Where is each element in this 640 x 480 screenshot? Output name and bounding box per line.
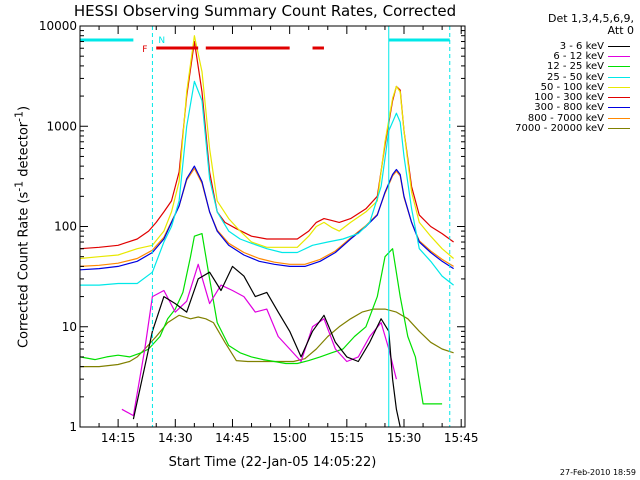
legend-swatch (608, 66, 630, 68)
legend-item: 6 - 12 keV (482, 50, 634, 62)
footer-timestamp: 27-Feb-2010 18:59 (559, 468, 636, 477)
legend-swatch (608, 76, 630, 78)
legend: 3 - 6 keV 6 - 12 keV 12 - 25 keV 25 - 50 ke… (482, 41, 634, 134)
y-tick-label: 1000 (46, 119, 77, 133)
legend-label: 50 - 100 keV (540, 81, 604, 93)
legend-swatch (608, 86, 630, 88)
legend-item: 100 - 300 keV (482, 92, 634, 104)
marker-label-f: F (142, 45, 147, 55)
series-line-6 (79, 165, 454, 271)
series-line-7 (79, 167, 454, 267)
legend-label: 12 - 25 keV (546, 61, 604, 73)
legend-label: 25 - 50 keV (546, 71, 604, 83)
legend-label: 3 - 6 keV (559, 40, 604, 52)
series-line-2 (79, 233, 443, 405)
tick-layer: 14:15 14:30 14:45 15:00 15:15 15:30 15:45 1 10 10… (39, 19, 479, 445)
y-tick-label: 1 (69, 420, 77, 434)
legend-item: 3 - 6 keV (482, 40, 634, 52)
x-tick-label: 14:45 (215, 431, 250, 445)
attenuator-label: Att 0 (607, 24, 634, 37)
legend-swatch (608, 45, 630, 47)
legend-swatch (608, 55, 630, 57)
legend-item: 12 - 25 keV (482, 61, 634, 73)
y-axis-label-main: Corrected Count Rate (s (16, 191, 32, 349)
series-line-0 (132, 265, 401, 428)
legend-label: 7000 - 20000 keV (515, 123, 604, 135)
x-tick-label: 15:30 (387, 431, 422, 445)
legend-swatch (608, 117, 630, 119)
y-axis-label: Corrected Count Rate (s-1 detector-1) (12, 106, 31, 348)
plot-frame (79, 25, 466, 428)
legend-swatch (608, 128, 630, 130)
x-axis-label: Start Time (22-Jan-05 14:05:22) (168, 455, 377, 470)
marker-layer: NF (79, 26, 451, 427)
x-tick-label: 15:15 (330, 431, 365, 445)
series-line-5 (79, 40, 454, 250)
y-tick-label: 10000 (39, 19, 77, 33)
y-axis-label-sup2: -1 (12, 111, 26, 122)
legend-item: 7000 - 20000 keV (482, 123, 634, 135)
x-tick-label: 14:15 (101, 431, 136, 445)
legend-label: 100 - 300 keV (534, 92, 604, 104)
legend-item: 800 - 7000 keV (482, 112, 634, 124)
legend-swatch (608, 97, 630, 99)
legend-label: 300 - 800 keV (534, 102, 604, 114)
series-line-1 (121, 263, 397, 417)
legend-label: 800 - 7000 keV (527, 112, 604, 124)
chart-title: HESSI Observing Summary Count Rates, Cor… (73, 2, 457, 20)
legend-label: 6 - 12 keV (553, 50, 604, 62)
detectors-label: Det 1,3,4,5,6,9, (547, 12, 634, 25)
legend-item: 25 - 50 keV (482, 71, 634, 83)
series-line-8 (80, 308, 454, 368)
series-line-4 (79, 35, 454, 260)
marker-label-n: N (158, 36, 165, 46)
series-line-3 (80, 80, 454, 286)
x-tick-label: 15:00 (272, 431, 307, 445)
series-layer (79, 35, 454, 428)
legend-item: 300 - 800 keV (482, 102, 634, 114)
x-tick-label: 14:30 (158, 431, 193, 445)
y-axis-label-end: ) (16, 105, 32, 112)
legend-swatch (608, 107, 630, 109)
y-tick-label: 10 (62, 320, 77, 334)
y-axis-label-sup1: -1 (12, 180, 26, 192)
y-axis-label-mid: detector (16, 121, 32, 181)
y-tick-label: 100 (54, 220, 77, 234)
legend-item: 50 - 100 keV (482, 81, 634, 93)
x-tick-label: 15:45 (444, 431, 479, 445)
